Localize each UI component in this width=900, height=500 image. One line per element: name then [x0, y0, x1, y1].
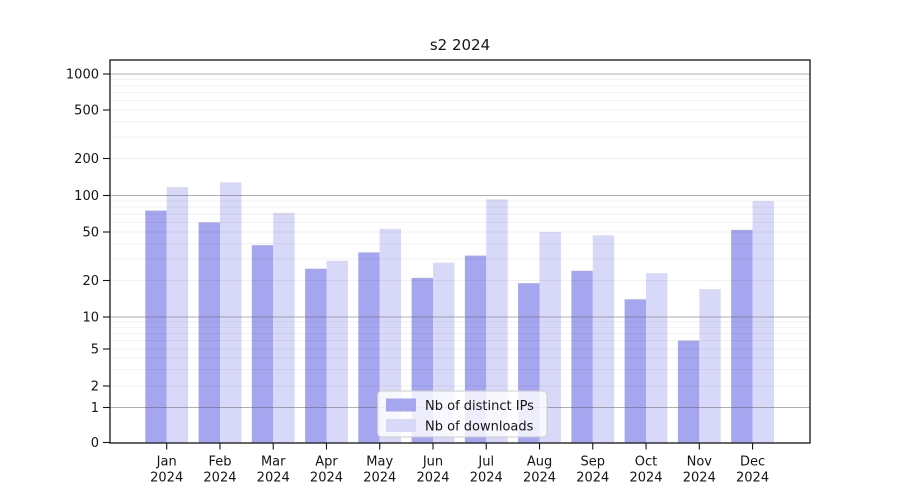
legend-label-distinct-ips: Nb of distinct IPs	[425, 399, 534, 414]
x-tick-label-month: Nov	[687, 455, 713, 470]
x-tick-label-month: Mar	[261, 455, 286, 470]
y-tick-label: 200	[74, 152, 99, 167]
bar-dec-distinct-ips	[731, 229, 753, 443]
x-tick-label-month: Feb	[208, 455, 231, 470]
bar-may-downloads	[379, 228, 402, 443]
y-tick-label: 5	[91, 343, 99, 358]
x-tick-label-month: Jan	[156, 455, 177, 470]
y-tick-label: 10	[82, 311, 99, 326]
bar-feb-distinct-ips	[198, 222, 220, 443]
x-tick-label-month: Apr	[315, 455, 338, 470]
bar-sep-downloads	[592, 235, 615, 443]
x-tick-label-year: 2024	[736, 471, 769, 486]
x-tick-label-year: 2024	[363, 471, 396, 486]
legend-swatch-distinct-ips	[386, 398, 416, 412]
legend: Nb of distinct IPs Nb of downloads	[377, 390, 548, 438]
chart-title: s2 2024	[430, 36, 490, 54]
bar-jul-downloads	[486, 199, 508, 443]
bar-aug-downloads	[539, 232, 561, 443]
bar-mar-distinct-ips	[251, 245, 274, 443]
bar-oct-distinct-ips	[624, 299, 646, 443]
x-tick-label-month: May	[366, 455, 393, 470]
x-tick-label-month: Oct	[635, 455, 657, 470]
bar-feb-downloads	[220, 182, 242, 443]
y-tick-label: 100	[74, 189, 99, 204]
x-tick-label-year: 2024	[416, 471, 449, 486]
bar-nov-downloads	[699, 289, 721, 443]
x-axis-labels: Jan2024Feb2024Mar2024Apr2024May2024Jun20…	[150, 455, 769, 486]
bar-nov-distinct-ips	[677, 340, 700, 443]
x-tick-label-year: 2024	[683, 471, 716, 486]
x-tick-label-year: 2024	[470, 471, 503, 486]
bar-dec-downloads	[752, 201, 774, 443]
x-tick-label-month: Jul	[477, 455, 494, 470]
x-tick-label-year: 2024	[150, 471, 183, 486]
bar-apr-distinct-ips	[305, 268, 327, 443]
x-tick-label-year: 2024	[576, 471, 609, 486]
plot-border	[109, 59, 811, 444]
x-tick-label-year: 2024	[310, 471, 343, 486]
x-tick-label-month: Jun	[422, 455, 443, 470]
bar-oct-downloads	[646, 273, 668, 443]
bar-jan-downloads	[166, 187, 189, 443]
legend-swatch-downloads	[386, 419, 416, 432]
x-tick-label-year: 2024	[203, 471, 236, 486]
legend-label-downloads: Nb of downloads	[425, 420, 534, 435]
bar-sep-distinct-ips	[571, 270, 593, 443]
x-tick-label-month: Sep	[581, 455, 606, 470]
legend-box	[377, 390, 548, 438]
y-tick-label: 1000	[66, 68, 99, 83]
x-tick-label-month: Aug	[527, 455, 552, 470]
x-tick-label-year: 2024	[257, 471, 290, 486]
y-tick-label: 50	[82, 226, 99, 241]
bar-apr-downloads	[326, 260, 348, 443]
y-tick-label: 2	[91, 380, 99, 395]
x-tick-label-year: 2024	[629, 471, 662, 486]
axes	[103, 59, 811, 450]
y-axis-labels: 0 1 2 5 10 20 50 100 200 500 1000	[66, 68, 99, 452]
y-tick-label: 1	[91, 401, 99, 416]
x-tick-label-year: 2024	[523, 471, 556, 486]
x-tick-label-month: Dec	[740, 455, 765, 470]
y-tick-label: 500	[74, 104, 99, 119]
y-tick-label: 0	[91, 436, 99, 451]
y-tick-label: 20	[82, 274, 99, 289]
bar-jan-distinct-ips	[145, 210, 167, 443]
gridlines	[110, 73, 810, 408]
bar-may-distinct-ips	[358, 252, 380, 443]
bar-mar-downloads	[273, 212, 295, 443]
